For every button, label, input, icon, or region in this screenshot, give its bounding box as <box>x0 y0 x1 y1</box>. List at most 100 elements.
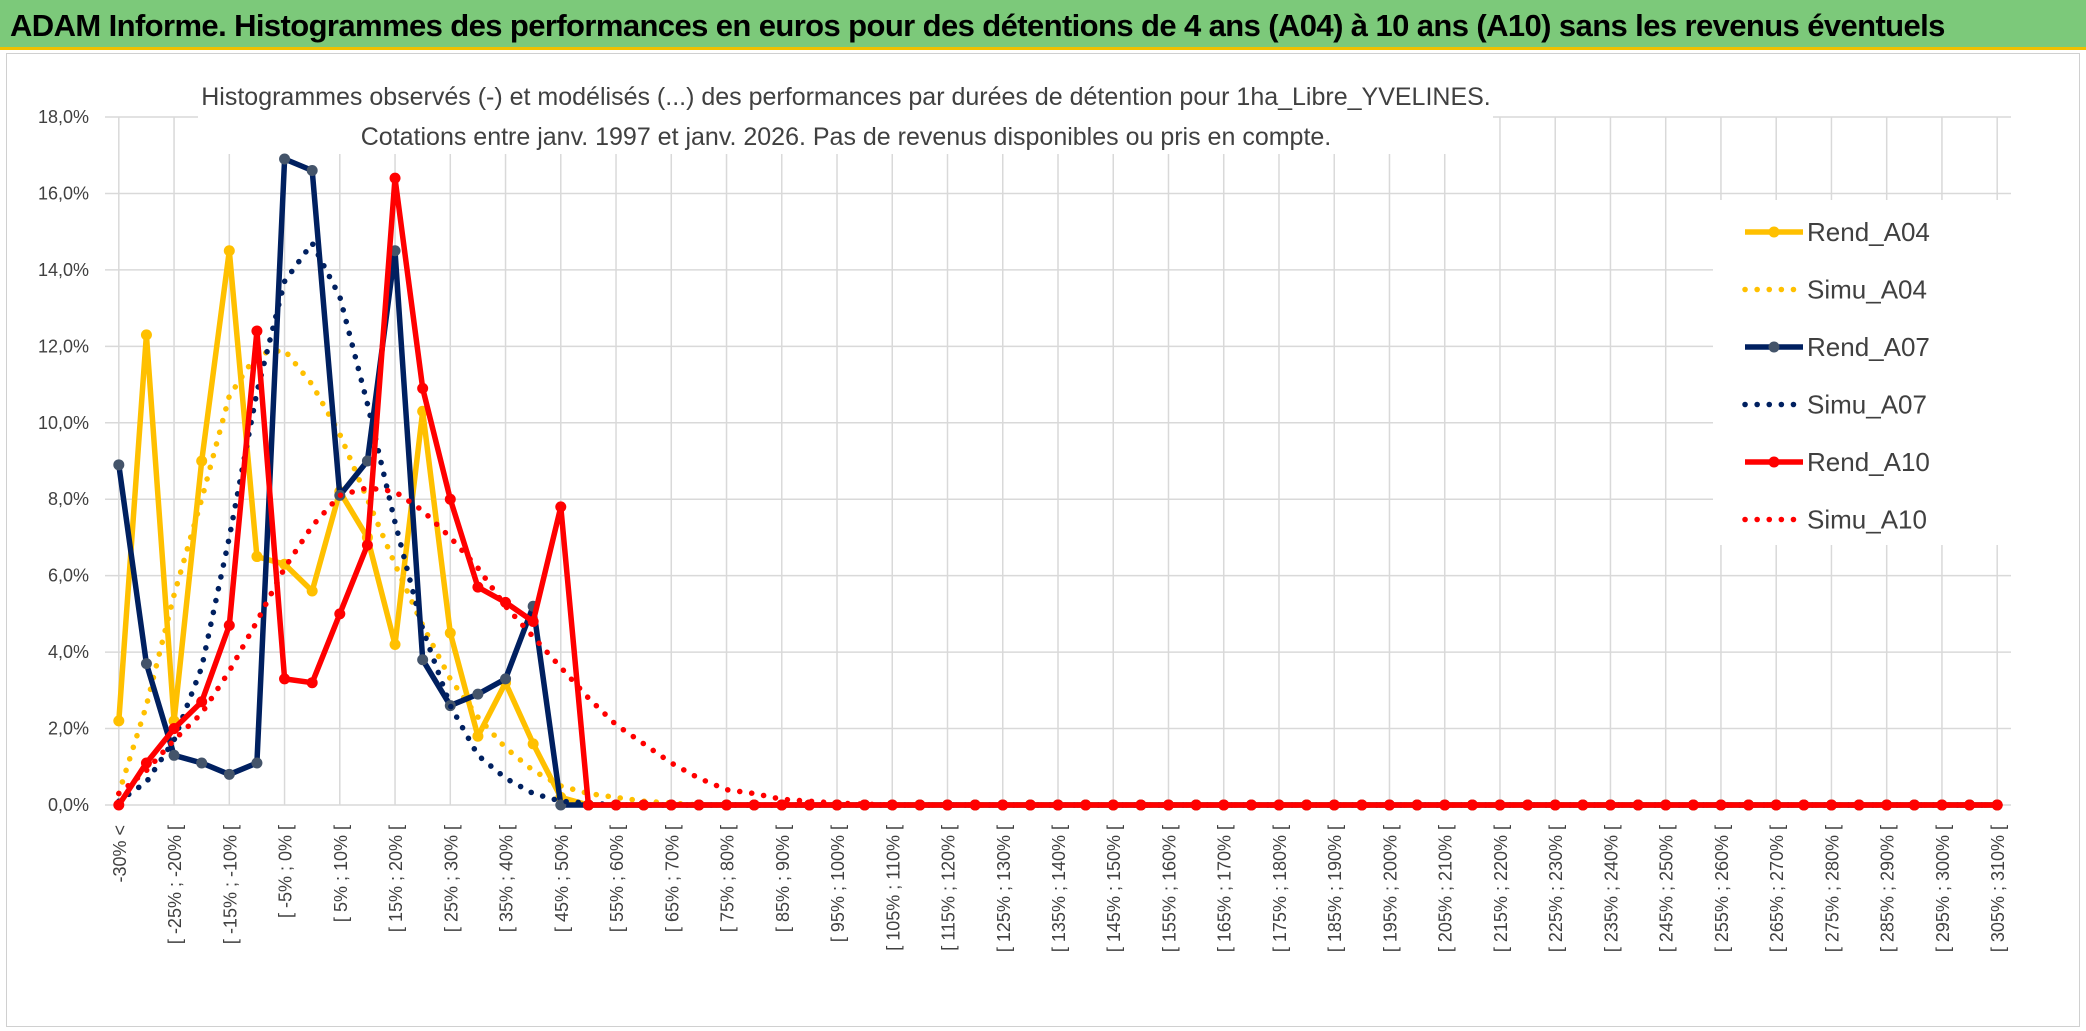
data-point <box>1549 799 1561 811</box>
x-tick-label: [ 115% ; 120% [ <box>939 825 959 951</box>
legend-label: Simu_A10 <box>1807 505 1927 535</box>
data-point <box>500 596 512 608</box>
legend-marker <box>1768 341 1780 353</box>
y-tick-label: 10,0% <box>38 413 89 433</box>
x-tick-label: [ -5% ; 0% [ <box>276 825 296 918</box>
legend: Rend_A04 Simu_A04 Rend_A07 Simu_A07 Rend_A10… <box>1742 217 1930 535</box>
x-tick-label: [ 85% ; 90% [ <box>773 825 793 932</box>
x-tick-label: [ 205% ; 210% [ <box>1436 825 1456 952</box>
legend-label: Simu_A07 <box>1807 390 1927 420</box>
x-tick-label: [ 15% ; 20% [ <box>386 825 406 932</box>
data-point <box>113 715 125 727</box>
data-point <box>1743 799 1755 811</box>
x-tick-label: [ 5% ; 10% [ <box>331 825 351 922</box>
y-tick-label: 12,0% <box>38 336 89 356</box>
data-point <box>1080 799 1092 811</box>
data-point <box>361 539 373 551</box>
x-tick-label: [ 285% ; 290% [ <box>1878 825 1898 952</box>
x-tick-label: [ 225% ; 230% [ <box>1546 825 1566 952</box>
data-point <box>1356 799 1368 811</box>
legend-marker <box>1768 456 1780 468</box>
data-point <box>196 455 208 467</box>
data-point <box>168 723 180 735</box>
data-point <box>140 329 152 341</box>
data-point <box>444 627 456 639</box>
data-point <box>196 757 208 769</box>
data-point <box>223 619 235 631</box>
data-point <box>334 608 346 620</box>
x-tick-label: [ -25% ; -20% [ <box>165 825 185 944</box>
x-tick-label: [ 75% ; 80% [ <box>718 825 738 932</box>
data-point <box>113 799 125 811</box>
data-point <box>582 799 594 811</box>
x-tick-label: [ 305% ; 310% [ <box>1988 825 2008 952</box>
x-tick-label: [ 195% ; 200% [ <box>1380 825 1400 952</box>
data-point <box>942 799 954 811</box>
x-tick-label: [ 175% ; 180% [ <box>1270 825 1290 952</box>
legend-item: Rend_A04 <box>1745 217 1930 247</box>
y-tick-label: 18,0% <box>38 107 89 127</box>
data-point <box>555 501 567 513</box>
data-point <box>1853 799 1865 811</box>
data-point <box>306 165 318 177</box>
data-point <box>693 799 705 811</box>
series-layer <box>113 153 2003 811</box>
legend-label: Rend_A10 <box>1807 447 1930 477</box>
data-point <box>389 172 401 184</box>
title-background <box>198 78 1493 154</box>
data-point <box>1577 799 1589 811</box>
x-tick-label: [ 215% ; 220% [ <box>1491 825 1511 952</box>
x-tick-label: [ 55% ; 60% [ <box>607 825 627 932</box>
y-tick-label: 8,0% <box>48 489 89 509</box>
y-tick-label: 2,0% <box>48 719 89 739</box>
x-tick-label: [ 255% ; 260% [ <box>1712 825 1732 952</box>
data-point <box>389 638 401 650</box>
legend-item: Simu_A04 <box>1742 275 1927 305</box>
x-tick-label: [ 145% ; 150% [ <box>1104 825 1124 952</box>
data-point <box>417 382 429 394</box>
y-tick-label: 4,0% <box>48 642 89 662</box>
data-point <box>1162 799 1174 811</box>
x-axis-ticks: -30% < [ -25% ; -20% [ [ -15% ; -10% [ [ -5… <box>110 825 2008 952</box>
y-tick-label: 6,0% <box>48 566 89 586</box>
x-tick-label: [ 185% ; 190% [ <box>1325 825 1345 952</box>
data-point <box>665 799 677 811</box>
data-point <box>472 581 484 593</box>
data-point <box>721 799 733 811</box>
x-tick-label: [ 245% ; 250% [ <box>1657 825 1677 952</box>
data-point <box>969 799 981 811</box>
x-tick-label: -30% < <box>110 825 130 883</box>
data-point <box>886 799 898 811</box>
data-point <box>1052 799 1064 811</box>
x-tick-label: [ 125% ; 130% [ <box>994 825 1014 952</box>
data-point <box>1439 799 1451 811</box>
data-point <box>776 799 788 811</box>
data-point <box>306 585 318 597</box>
data-point <box>251 325 263 337</box>
data-point <box>1770 799 1782 811</box>
legend-item: Rend_A10 <box>1745 447 1930 477</box>
x-tick-label: [ 135% ; 140% [ <box>1049 825 1069 952</box>
data-point <box>1825 799 1837 811</box>
x-tick-label: [ 25% ; 30% [ <box>441 825 461 932</box>
title-banner: ADAM Informe. Histogrammes des performan… <box>0 0 2086 50</box>
x-tick-label: [ 65% ; 70% [ <box>662 825 682 932</box>
x-tick-label: [ 105% ; 110% [ <box>883 825 903 951</box>
x-tick-label: [ 295% ; 300% [ <box>1933 825 1953 952</box>
data-point <box>113 459 125 471</box>
legend-label: Rend_A07 <box>1807 332 1930 362</box>
data-point <box>500 673 512 685</box>
x-tick-label: [ 95% ; 100% [ <box>828 825 848 942</box>
x-tick-label: [ 155% ; 160% [ <box>1159 825 1179 952</box>
data-point <box>279 673 291 685</box>
x-tick-label: [ -15% ; -10% [ <box>220 825 240 944</box>
data-point <box>140 757 152 769</box>
data-point <box>251 757 263 769</box>
series-line <box>116 485 2000 808</box>
data-point <box>1245 799 1257 811</box>
data-point <box>306 677 318 689</box>
x-tick-label: [ 35% ; 40% [ <box>497 825 517 932</box>
data-point <box>168 749 180 761</box>
data-point <box>417 654 429 666</box>
x-tick-label: [ 275% ; 280% [ <box>1822 825 1842 952</box>
